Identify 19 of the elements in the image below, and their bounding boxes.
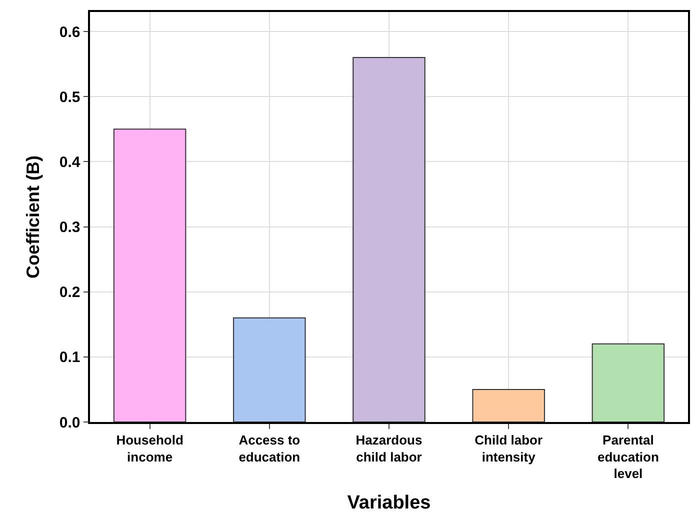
y-tick-label: 0.3 [59, 219, 80, 236]
x-tick-label: Child labor intensity [474, 432, 543, 464]
x-tick-label: Access to education [238, 432, 300, 464]
x-tick-label: Household income [116, 432, 184, 464]
y-tick-label: 0.6 [59, 24, 80, 41]
x-tick-label: Parental education level [597, 432, 659, 482]
y-tick-label: 0.4 [59, 154, 81, 171]
x-axis-title: Variables [347, 492, 431, 514]
bar [113, 128, 186, 422]
bar [233, 317, 306, 422]
y-tick-label: 0.5 [59, 88, 80, 106]
y-tick-label: 0.1 [59, 349, 80, 366]
y-tick-label: 0.0 [59, 414, 80, 432]
x-tick-label: Hazardous child labor [356, 432, 422, 464]
bar [592, 343, 665, 422]
bar [352, 57, 426, 422]
y-axis-title: Coefficient (B) [23, 156, 44, 278]
bar [472, 388, 545, 422]
y-tick-label: 0.2 [59, 284, 80, 302]
